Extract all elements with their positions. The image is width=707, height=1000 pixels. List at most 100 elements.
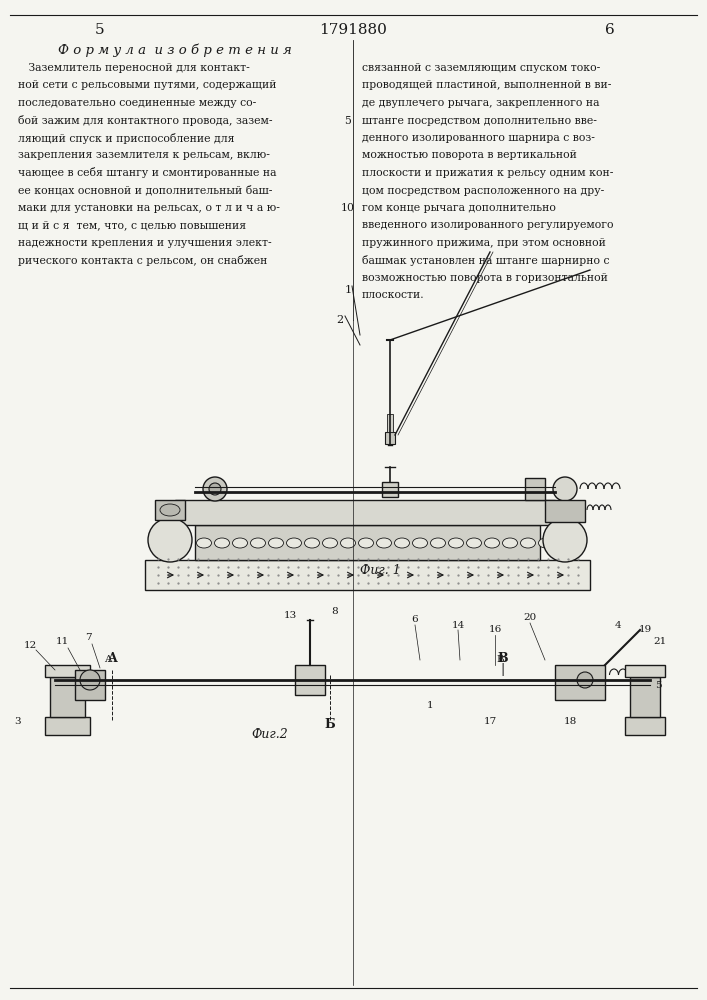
- Ellipse shape: [305, 538, 320, 548]
- Text: цом посредством расположенного на дру-: цом посредством расположенного на дру-: [362, 186, 604, 196]
- Ellipse shape: [197, 538, 211, 548]
- Ellipse shape: [358, 538, 373, 548]
- Bar: [50, 677, 85, 717]
- Ellipse shape: [467, 538, 481, 548]
- Text: ляющий спуск и приспособление для: ляющий спуск и приспособление для: [18, 132, 235, 143]
- Bar: [625, 717, 665, 735]
- Circle shape: [209, 483, 221, 495]
- Text: 14: 14: [451, 620, 464, 630]
- Text: связанной с заземляющим спуском токо-: связанной с заземляющим спуском токо-: [362, 63, 600, 73]
- Ellipse shape: [322, 538, 337, 548]
- Text: можностью поворота в вертикальной: можностью поворота в вертикальной: [362, 150, 577, 160]
- Ellipse shape: [341, 538, 356, 548]
- Text: B: B: [498, 652, 508, 664]
- Text: Фиг. 1: Фиг. 1: [360, 564, 400, 576]
- Text: 7: 7: [85, 634, 91, 643]
- FancyBboxPatch shape: [145, 560, 590, 590]
- Ellipse shape: [395, 538, 409, 548]
- Text: 10: 10: [341, 203, 355, 213]
- Text: введенного изолированного регулируемого: введенного изолированного регулируемого: [362, 221, 614, 231]
- Bar: [75, 670, 105, 700]
- Text: плоскости.: плоскости.: [362, 290, 425, 300]
- Bar: [385, 432, 395, 444]
- FancyBboxPatch shape: [175, 500, 555, 525]
- Ellipse shape: [520, 538, 535, 548]
- Text: 20: 20: [523, 613, 537, 622]
- Text: башмак установлен на штанге шарнирно с: башмак установлен на штанге шарнирно с: [362, 255, 609, 266]
- Circle shape: [148, 518, 192, 562]
- Circle shape: [80, 670, 100, 690]
- Ellipse shape: [233, 538, 247, 548]
- Text: 6: 6: [411, 615, 419, 624]
- Bar: [555, 665, 605, 700]
- Text: денного изолированного шарнира с воз-: денного изолированного шарнира с воз-: [362, 133, 595, 143]
- Text: бой зажим для контактного провода, зазем-: бой зажим для контактного провода, зазем…: [18, 115, 272, 126]
- Text: 1: 1: [427, 700, 433, 710]
- Text: Фиг.2: Фиг.2: [252, 728, 288, 742]
- Ellipse shape: [250, 538, 266, 548]
- Ellipse shape: [377, 538, 392, 548]
- Text: A: A: [107, 652, 117, 664]
- Text: рического контакта с рельсом, он снабжен: рического контакта с рельсом, он снабжен: [18, 255, 267, 266]
- Text: ной сети с рельсовыми путями, содержащий: ной сети с рельсовыми путями, содержащий: [18, 81, 276, 91]
- Text: 12: 12: [23, 641, 37, 650]
- Bar: [387, 414, 393, 432]
- Text: 2: 2: [337, 315, 344, 325]
- Text: плоскости и прижатия к рельсу одним кон-: плоскости и прижатия к рельсу одним кон-: [362, 168, 614, 178]
- Circle shape: [553, 477, 577, 501]
- Ellipse shape: [503, 538, 518, 548]
- Text: ее концах основной и дополнительный баш-: ее концах основной и дополнительный баш-: [18, 185, 272, 196]
- Ellipse shape: [269, 538, 284, 548]
- Bar: [45, 717, 90, 735]
- Text: щ и й с я  тем, что, с целью повышения: щ и й с я тем, что, с целью повышения: [18, 221, 246, 231]
- Text: B: B: [496, 656, 504, 664]
- Bar: [45, 665, 90, 677]
- Text: де двуплечего рычага, закрепленного на: де двуплечего рычага, закрепленного на: [362, 98, 600, 108]
- Text: 8: 8: [332, 607, 339, 616]
- Text: Заземлитель переносной для контакт-: Заземлитель переносной для контакт-: [18, 63, 250, 73]
- Ellipse shape: [539, 538, 554, 548]
- Text: 1: 1: [344, 285, 351, 295]
- Circle shape: [203, 477, 227, 501]
- Bar: [630, 677, 660, 717]
- Text: последовательно соединенные между со-: последовательно соединенные между со-: [18, 98, 256, 108]
- Text: 1791880: 1791880: [319, 23, 387, 37]
- Text: 6: 6: [605, 23, 615, 37]
- Text: 3: 3: [15, 718, 21, 726]
- Text: 5: 5: [655, 680, 661, 690]
- Text: 19: 19: [638, 626, 652, 635]
- Text: |: |: [501, 664, 505, 676]
- Text: закрепления заземлителя к рельсам, вклю-: закрепления заземлителя к рельсам, вклю-: [18, 150, 270, 160]
- Text: 5: 5: [95, 23, 105, 37]
- Text: проводящей пластиной, выполненной в ви-: проводящей пластиной, выполненной в ви-: [362, 81, 612, 91]
- Text: Ф о р м у л а  и з о б р е т е н и я: Ф о р м у л а и з о б р е т е н и я: [58, 43, 292, 57]
- Text: Б: Б: [325, 718, 335, 732]
- FancyBboxPatch shape: [195, 525, 540, 560]
- Text: надежности крепления и улучшения элект-: надежности крепления и улучшения элект-: [18, 238, 271, 248]
- Text: 13: 13: [284, 610, 297, 619]
- Bar: [525, 478, 545, 500]
- Text: чающее в себя штангу и смонтированные на: чающее в себя штангу и смонтированные на: [18, 167, 276, 178]
- Ellipse shape: [286, 538, 301, 548]
- Ellipse shape: [160, 504, 180, 516]
- Ellipse shape: [214, 538, 230, 548]
- Text: 5: 5: [344, 115, 351, 125]
- Bar: [625, 665, 665, 677]
- Circle shape: [577, 672, 593, 688]
- Text: возможностью поворота в горизонтальной: возможностью поворота в горизонтальной: [362, 273, 608, 283]
- Ellipse shape: [448, 538, 464, 548]
- Bar: [295, 665, 325, 695]
- Ellipse shape: [412, 538, 428, 548]
- Text: 17: 17: [484, 718, 496, 726]
- Ellipse shape: [431, 538, 445, 548]
- Text: 4: 4: [614, 620, 621, 630]
- Circle shape: [543, 518, 587, 562]
- Bar: [545, 500, 585, 522]
- Bar: [155, 500, 185, 520]
- Text: штанге посредством дополнительно вве-: штанге посредством дополнительно вве-: [362, 115, 597, 125]
- Text: 16: 16: [489, 626, 502, 635]
- Text: 18: 18: [563, 718, 577, 726]
- Ellipse shape: [484, 538, 500, 548]
- Text: 11: 11: [55, 638, 69, 647]
- Text: пружинного прижима, при этом основной: пружинного прижима, при этом основной: [362, 238, 606, 248]
